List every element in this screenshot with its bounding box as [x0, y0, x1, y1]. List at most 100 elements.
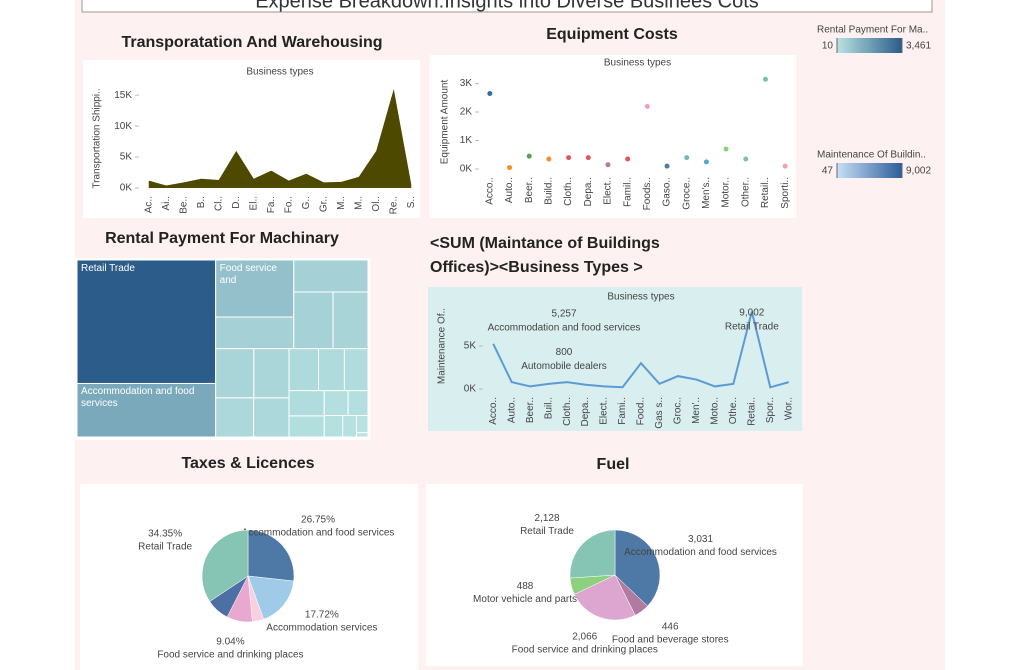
value-label: 9,002	[739, 308, 764, 319]
treemap-cell	[342, 415, 357, 438]
treemap-cell	[332, 291, 369, 350]
annotation: Automobile dealers	[521, 361, 607, 372]
cell-label: Accommodation and food services	[81, 386, 194, 409]
chart-title: Rental Payment For Machinary	[105, 230, 339, 247]
chart-title: Fuel	[597, 456, 630, 473]
x-tick-label: Food..	[636, 397, 647, 425]
y-axis-label: Maintenance Of..	[437, 308, 448, 384]
dot	[743, 156, 749, 162]
x-tick-label: Ai..	[161, 196, 172, 210]
chart-title: <SUM (Maintance of Buildings	[430, 235, 660, 252]
x-tick-label: El..	[248, 196, 259, 210]
x-tick-label: Groce..	[681, 177, 692, 210]
legend-bar	[837, 163, 902, 178]
value-label: 2,066	[572, 632, 597, 643]
x-tick-label: Beer..	[524, 177, 535, 203]
x-tick-label: Cloth..	[563, 177, 574, 206]
treemap-cell	[293, 291, 334, 350]
x-tick-label: M..	[353, 196, 364, 210]
x-tick-label: Beer..	[525, 397, 536, 423]
treemap-cell	[253, 397, 290, 438]
x-tick-label: Othe..	[728, 397, 739, 424]
y-tick-label: 1K	[460, 135, 473, 146]
y-tick-label: 5K	[120, 152, 133, 163]
y-tick-label: 0K	[120, 183, 133, 194]
annotation: Accommodation and food services	[488, 322, 641, 333]
x-tick-label: Men's..	[701, 177, 712, 209]
x-tick-label: Elect..	[603, 177, 614, 205]
pie-slice	[247, 575, 294, 620]
x-tick-label: Depa..	[580, 397, 591, 426]
dot	[566, 155, 572, 161]
x-tick-label: Men'..	[691, 397, 702, 424]
x-tick-label: Gr..	[318, 196, 329, 212]
pie-slice	[247, 529, 295, 582]
x-tick-label: Acco..	[484, 177, 495, 205]
treemap-cell	[323, 390, 349, 417]
value-label: 26.75%	[301, 514, 335, 525]
x-tick-label: Other..	[740, 177, 751, 207]
x-tick-label: Wor..	[783, 397, 794, 420]
x-tick-label: Retai..	[746, 397, 757, 426]
dot	[723, 146, 729, 152]
slice-label: Accommodation and food services	[242, 527, 395, 538]
legend-label: 9,002	[906, 166, 931, 177]
treemap-cell	[347, 390, 369, 417]
treemap-cell	[76, 259, 217, 384]
chart-title: Offices)><Business Types >	[430, 259, 643, 276]
legend-label: 47	[822, 166, 834, 177]
x-tick-label: M..	[336, 196, 347, 210]
treemap-cell	[293, 259, 369, 293]
pie-slice	[569, 529, 616, 579]
x-tick-label: Cl..	[213, 196, 224, 211]
dot	[526, 153, 532, 159]
chart-title: Taxes & Licences	[181, 455, 314, 472]
chart-title: Equipment Costs	[546, 26, 678, 43]
dot	[625, 156, 631, 162]
slice-label: Food service and drinking places	[157, 649, 303, 660]
treemap-cell	[215, 316, 295, 350]
y-tick-label: 10K	[114, 121, 132, 132]
pie-slice	[201, 529, 249, 602]
y-axis-label: Equipment Amount	[440, 80, 451, 165]
x-tick-label: Gaso..	[662, 177, 673, 206]
x-tick-label: Cloth..	[562, 397, 573, 426]
value-label: 2,128	[535, 513, 560, 524]
dot	[762, 76, 768, 82]
area	[148, 89, 412, 188]
x-tick-label: Famil..	[622, 177, 633, 207]
slice-label: Accommodation and food services	[624, 547, 777, 558]
treemap-cell	[288, 348, 319, 392]
x-tick-label: B..	[196, 196, 207, 208]
slice-label: Motor vehicle and parts	[473, 594, 577, 605]
treemap-cell	[355, 432, 369, 438]
slice-label: Retail Trade	[520, 526, 574, 537]
treemap-cell	[215, 397, 255, 438]
dashboard-title: Expense Breakdown:Insights into Diverse …	[255, 0, 759, 12]
treemap-cell	[355, 415, 369, 434]
y-tick-label: 0K	[460, 164, 473, 175]
y-tick-label: 15K	[114, 90, 132, 101]
x-tick-label: Spor..	[765, 397, 776, 423]
legend-bar	[837, 38, 902, 53]
slice-label: Food service and drinking places	[512, 645, 658, 656]
dot	[703, 159, 709, 165]
value-label: 9.04%	[216, 636, 244, 647]
x-tick-label: Acco..	[488, 397, 499, 425]
x-tick-label: Auto..	[506, 397, 517, 423]
treemap-cell	[288, 415, 325, 438]
x-tick-label: Build..	[544, 177, 555, 205]
dot	[684, 155, 690, 161]
cell-label-text: Retail Trade	[81, 263, 135, 274]
x-tick-label: Re..	[388, 196, 399, 214]
x-tick-label: Depa..	[583, 177, 594, 206]
x-tick-label: Sporti..	[780, 177, 791, 209]
value-label: 3,031	[688, 534, 713, 545]
treemap-cell	[288, 390, 325, 417]
dot	[546, 156, 552, 162]
value-label: 800	[556, 347, 573, 358]
panel	[430, 55, 796, 218]
x-tick-label: Groc..	[673, 397, 684, 424]
y-tick-label: 2K	[460, 107, 473, 118]
slice-label: Accommodation services	[266, 622, 377, 633]
